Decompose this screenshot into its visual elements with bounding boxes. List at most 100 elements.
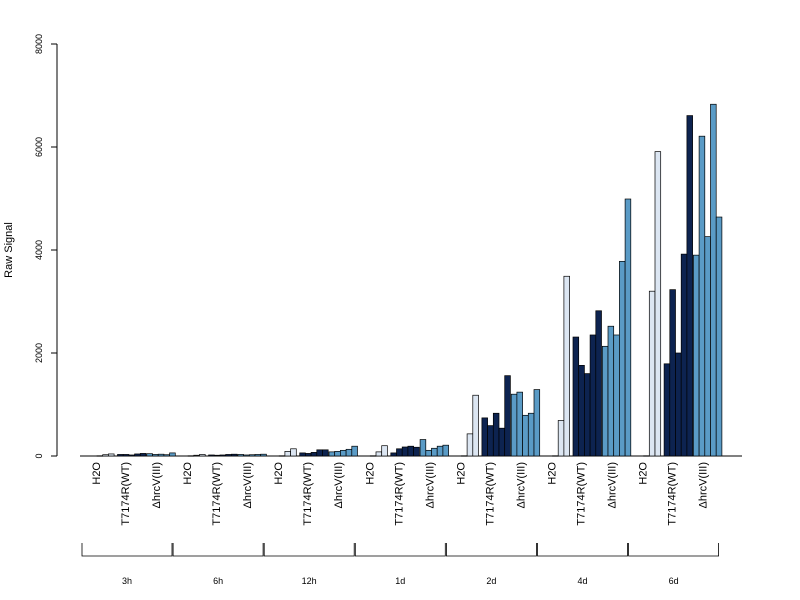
bar [557,420,565,457]
bar [461,455,468,457]
time-label: 4d [577,576,587,586]
y-tick-label: 0 [34,453,44,458]
bar [213,454,221,457]
treatment-label: T7174R(WT) [576,462,588,526]
treatment-label: ΔhrcV(III) [698,462,710,508]
bar [710,103,717,457]
bar [146,453,153,457]
treatment-label: T7174R(WT) [393,462,405,526]
bar [654,151,662,457]
bar [425,449,432,457]
bar [436,445,444,457]
bar [134,453,141,457]
bar [533,389,541,457]
bar [413,446,420,457]
bar [139,453,147,457]
bar [157,453,165,457]
bar [310,452,318,457]
y-tick-label: 2000 [34,343,44,363]
treatment-label: H2O [364,462,376,485]
bar [390,452,397,457]
bar [128,454,135,457]
time-bracket [81,543,173,557]
y-axis-label: Raw Signal [3,222,15,278]
bar [601,345,609,457]
bar [351,445,358,457]
bar [715,216,723,457]
bar [260,453,267,457]
bar [401,446,409,457]
bar [619,260,626,457]
bar [552,455,559,457]
bar [208,454,215,457]
treatment-label: T7174R(WT) [667,462,679,526]
bar [595,310,602,457]
bar [305,453,312,457]
treatment-label: T7174R(WT) [484,462,496,526]
bar [419,439,427,457]
treatment-label: ΔhrcV(III) [333,462,345,508]
bar [607,325,615,457]
bar [187,455,195,457]
bar [578,365,585,457]
bar [516,391,523,457]
treatment-label: H2O [455,462,467,485]
bar [316,449,323,457]
bar [375,451,383,457]
bar [407,445,414,457]
y-axis: 0 2000 4000 6000 8000 [34,34,58,459]
time-label: 2d [486,576,496,586]
treatment-label: ΔhrcV(III) [242,462,254,508]
bar [254,454,262,457]
bar [584,373,591,457]
treatment-label: ΔhrcV(III) [151,462,163,508]
bar [527,412,535,457]
treatment-label: H2O [182,462,194,485]
time-bracket [446,543,537,557]
bar [442,444,449,457]
bar [589,334,597,457]
bar [328,451,336,457]
bar [487,425,494,457]
bar [169,452,176,457]
time-label: 6d [669,576,679,586]
bar [572,336,580,457]
treatment-label: ΔhrcV(III) [515,462,527,508]
bar [504,375,511,457]
bar [613,334,620,457]
bar [704,236,711,457]
bar [563,275,570,457]
y-tick-label: 6000 [34,137,44,157]
time-bracket [537,543,628,557]
bar [322,449,329,457]
bar [345,448,353,457]
treatment-label: ΔhrcV(III) [424,462,436,508]
bar [624,198,632,457]
bar [193,454,200,457]
bar [278,455,286,457]
bar [663,363,671,457]
bar [675,352,682,457]
bar [466,433,474,457]
bar [643,455,650,457]
treatment-label: H2O [273,462,285,485]
bar [290,448,297,457]
treatment-label: T7174R(WT) [211,462,223,526]
bar [152,454,159,457]
time-label: 6h [213,576,223,586]
treatment-label: T7174R(WT) [302,462,314,526]
bar [522,414,529,457]
bar [334,451,341,457]
bar [237,454,244,457]
bar [472,394,479,457]
bar [225,454,232,457]
bar [102,454,109,457]
bar [96,455,104,457]
treatment-label: H2O [547,462,559,485]
time-label: 12h [302,576,317,586]
time-bracket [354,543,446,557]
category-labels: H2O T7174R(WT) ΔhrcV(III) H2O T7174R(WT) Δhrc… [91,462,710,526]
bar [219,454,227,457]
bar [117,454,124,457]
